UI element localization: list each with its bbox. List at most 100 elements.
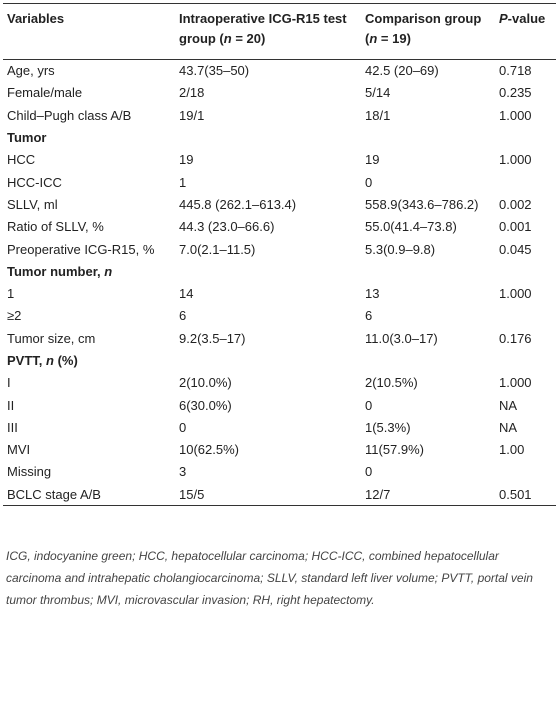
table-cell: I: [7, 375, 11, 391]
table-cell: HCC: [7, 152, 36, 168]
table-cell: 12/7: [365, 486, 391, 502]
text-run: n: [369, 31, 378, 46]
table-cell: 7.0(2.1–11.5): [179, 241, 256, 257]
empty-cell: [495, 305, 556, 327]
text-run: PVTT,: [7, 353, 47, 368]
table-cell: 43.7(35–50): [179, 63, 250, 79]
table-cell: 6: [179, 308, 187, 324]
table-cell: III: [7, 419, 18, 435]
table-cell: ≥2: [7, 308, 22, 324]
table-cell: 1.000: [499, 107, 532, 123]
section-row: Tumor number, n: [3, 260, 556, 282]
text-run: (%): [53, 353, 78, 368]
header-row: Variables Intraoperative ICG-R15 test gro…: [3, 3, 556, 60]
footnote: ICG, indocyanine green; HCC, hepatocellu…: [6, 549, 533, 607]
text-run: = 20): [231, 31, 266, 46]
table-cell: Preoperative ICG-R15, %: [7, 241, 155, 257]
table-row: Tumor size, cm 9.2(3.5–17) 11.0(3.0–17) 0.1…: [3, 327, 556, 349]
table-row: I 2(10.0%) 2(10.5%) 1.000: [3, 372, 556, 394]
section-row: Tumor: [3, 126, 556, 148]
table-cell: Female/male: [7, 85, 83, 101]
table-body: Age, yrs 43.7(35–50) 42.5 (20–69) 0.718 Fema…: [3, 60, 556, 506]
table-cell: 558.9(343.6–786.2): [365, 196, 479, 212]
header-cell: P-value: [495, 4, 556, 60]
table-cell: 3: [179, 464, 187, 480]
table-cell: 2/18: [179, 85, 205, 101]
text-run: Variables: [7, 11, 65, 26]
table-cell: 0.001: [499, 219, 532, 235]
table-cell: 11.0(3.0–17): [365, 330, 438, 346]
table-cell: 18/1: [365, 107, 391, 123]
table-cell: 0.176: [499, 330, 532, 346]
table-cell: 14: [179, 286, 194, 302]
table-cell: 5.3(0.9–9.8): [365, 241, 436, 257]
table-cell: Age, yrs: [7, 63, 55, 79]
text-run: Tumor number,: [7, 263, 105, 279]
table-cell: 1: [179, 174, 187, 190]
text-run: n: [46, 353, 54, 368]
table-cell: 0.002: [499, 196, 532, 212]
table-row: III 0 1(5.3%) NA: [3, 416, 556, 438]
header-cell: Variables: [3, 4, 175, 60]
header-cell: Comparison group (n = 19): [361, 4, 495, 60]
text-run: Intraoperative ICG-R15 test group (: [179, 11, 347, 46]
table-cell: 9.2(3.5–17): [179, 330, 246, 346]
table-cell: 1.00: [499, 442, 525, 458]
table-cell: 6(30.0%): [179, 397, 232, 413]
table-cell: SLLV, ml: [7, 196, 58, 212]
table-cell: 13: [365, 286, 380, 302]
table-cell: 19/1: [179, 107, 205, 123]
table-cell: 55.0(41.4–73.8): [365, 219, 457, 235]
empty-cell: [495, 461, 556, 483]
text-run: n: [223, 31, 232, 46]
table-cell: 0: [179, 419, 187, 435]
table-cell: 1: [7, 286, 15, 302]
header-cell: Intraoperative ICG-R15 test group (n = 2…: [175, 4, 361, 60]
table-row: Ratio of SLLV, % 44.3 (23.0–66.6) 55.0(41.…: [3, 216, 556, 238]
table-cell: MVI: [7, 442, 31, 458]
table-cell: Child–Pugh class A/B: [7, 107, 132, 123]
table-cell: 6: [365, 308, 373, 324]
table-row: II 6(30.0%) 0 NA: [3, 394, 556, 416]
table-cell: 0: [365, 174, 373, 190]
section-row: PVTT, n (%): [3, 349, 556, 371]
table-row: SLLV, ml 445.8 (262.1–613.4) 558.9(343.6–7…: [3, 193, 556, 215]
section-label: Tumor: [3, 126, 556, 148]
table-cell: 1.000: [499, 375, 532, 391]
table-row: HCC-ICC 1 0: [3, 171, 556, 193]
table-cell: Ratio of SLLV, %: [7, 219, 104, 235]
table-row: 1 14 13 1.000: [3, 282, 556, 304]
table-cell: BCLC stage A/B: [7, 486, 101, 502]
table-cell: 0.045: [499, 241, 532, 257]
empty-cell: [495, 171, 556, 193]
table-cell: Tumor size, cm: [7, 330, 96, 346]
table-cell: 0: [365, 397, 373, 413]
table-cell: NA: [499, 419, 518, 435]
table-cell: 1(5.3%): [365, 419, 411, 435]
table-cell: 445.8 (262.1–613.4): [179, 196, 297, 212]
table-cell: Missing: [7, 464, 52, 480]
table-cell: 0.718: [499, 63, 532, 79]
table-cell: 10(62.5%): [179, 442, 239, 458]
table-cell: 11(57.9%): [365, 442, 425, 458]
table-cell: 2(10.0%): [179, 375, 232, 391]
table-cell: 2(10.5%): [365, 375, 418, 391]
table-row: Child–Pugh class A/B 19/1 18/1 1.000: [3, 104, 556, 126]
table-cell: 19: [365, 152, 380, 168]
table-cell: 42.5 (20–69): [365, 63, 439, 79]
table-row: BCLC stage A/B 15/5 12/7 0.501: [3, 483, 556, 506]
table-cell: 0.235: [499, 85, 532, 101]
table-cell: 1.000: [499, 286, 532, 302]
text-run: Comparison group (: [365, 11, 482, 46]
table-cell: NA: [499, 397, 518, 413]
table-row: HCC 19 19 1.000: [3, 149, 556, 171]
table-row: MVI 10(62.5%) 11(57.9%) 1.00: [3, 439, 556, 461]
table-cell: 5/14: [365, 85, 391, 101]
text-run: Tumor: [7, 130, 47, 146]
text-run: P: [499, 11, 508, 26]
table-cell: HCC-ICC: [7, 174, 62, 190]
table-cell: 15/5: [179, 486, 205, 502]
table-row: Female/male 2/18 5/14 0.235: [3, 82, 556, 104]
table-cell: 0: [365, 464, 373, 480]
